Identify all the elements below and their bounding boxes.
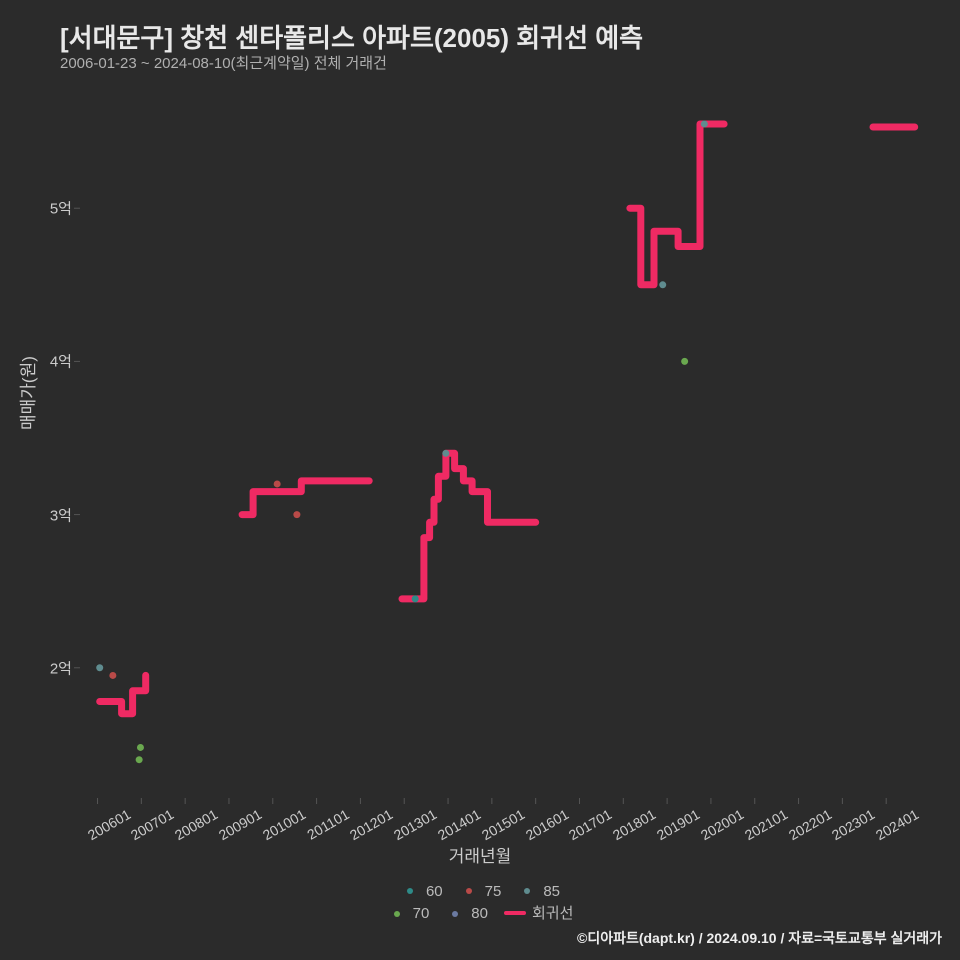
y-tick-label: 4억 bbox=[12, 351, 72, 372]
data-point bbox=[109, 672, 116, 679]
x-axis-label: 거래년월 bbox=[0, 842, 960, 867]
data-point bbox=[137, 744, 144, 751]
x-tick-label: 201301 bbox=[391, 806, 439, 843]
x-tick-label: 202101 bbox=[742, 806, 790, 843]
point-swatch-icon bbox=[400, 890, 420, 892]
line-swatch-icon bbox=[504, 911, 526, 915]
legend-item-60: 60 bbox=[400, 883, 443, 900]
x-tick-label: 201401 bbox=[435, 806, 483, 843]
x-tick-label: 202401 bbox=[873, 806, 921, 843]
legend-label: 회귀선 bbox=[532, 902, 573, 923]
data-point bbox=[412, 595, 419, 602]
point-swatch-icon bbox=[445, 913, 465, 915]
chart-subtitle: 2006-01-23 ~ 2024-08-10(최근계약일) 전체 거래건 bbox=[60, 52, 387, 73]
x-tick-label: 201601 bbox=[523, 806, 571, 843]
x-tick-label: 201001 bbox=[260, 806, 308, 843]
regression-segment bbox=[242, 481, 369, 515]
legend-label: 85 bbox=[543, 883, 560, 900]
legend-label: 70 bbox=[413, 905, 430, 922]
point-swatch-icon bbox=[459, 890, 479, 892]
x-tick-label: 201801 bbox=[610, 806, 658, 843]
data-point bbox=[293, 511, 300, 518]
x-tick-label: 202201 bbox=[785, 806, 833, 843]
data-point bbox=[136, 756, 143, 763]
legend-item-reg: 회귀선 bbox=[504, 902, 573, 923]
x-tick-label: 202301 bbox=[829, 806, 877, 843]
legend-item-70: 70 bbox=[387, 905, 430, 922]
x-tick-label: 200701 bbox=[128, 806, 176, 843]
legend-row-1: 60 75 85 bbox=[392, 879, 568, 900]
legend: 60 75 85 70 80 회귀선 bbox=[0, 878, 960, 924]
chart-caption: ©디아파트(dapt.kr) / 2024.09.10 / 자료=국토교통부 실… bbox=[577, 928, 942, 948]
y-tick-label: 2억 bbox=[12, 657, 72, 678]
legend-item-85: 85 bbox=[517, 883, 560, 900]
plot-svg bbox=[80, 78, 930, 798]
x-tick-label: 201701 bbox=[566, 806, 614, 843]
regression-segment bbox=[402, 453, 536, 599]
data-point bbox=[274, 480, 281, 487]
y-tick-label: 3억 bbox=[12, 504, 72, 525]
x-tick-label: 202001 bbox=[698, 806, 746, 843]
point-swatch-icon bbox=[517, 890, 537, 892]
x-tick-label: 200901 bbox=[216, 806, 264, 843]
x-tick-label: 201201 bbox=[347, 806, 395, 843]
data-point bbox=[659, 281, 666, 288]
legend-label: 80 bbox=[471, 905, 488, 922]
x-tick-label: 200601 bbox=[84, 806, 132, 843]
regression-segment bbox=[100, 675, 146, 713]
x-tick-label: 201501 bbox=[479, 806, 527, 843]
point-swatch-icon bbox=[387, 913, 407, 915]
data-point bbox=[96, 664, 103, 671]
regression-segment bbox=[630, 124, 724, 285]
legend-label: 60 bbox=[426, 883, 443, 900]
legend-item-80: 80 bbox=[445, 905, 488, 922]
x-tick-label: 200801 bbox=[172, 806, 220, 843]
data-point bbox=[442, 450, 449, 457]
legend-label: 75 bbox=[485, 883, 502, 900]
chart-title: [서대문구] 창천 센타폴리스 아파트(2005) 회귀선 예측 bbox=[60, 18, 643, 55]
data-point bbox=[701, 120, 708, 127]
legend-row-2: 70 80 회귀선 bbox=[379, 902, 582, 924]
x-tick-label: 201901 bbox=[654, 806, 702, 843]
price-regression-chart: [서대문구] 창천 센타폴리스 아파트(2005) 회귀선 예측 2006-01… bbox=[0, 0, 960, 960]
data-point bbox=[681, 358, 688, 365]
legend-item-75: 75 bbox=[459, 883, 502, 900]
plot-area bbox=[80, 78, 930, 798]
y-tick-label: 5억 bbox=[12, 198, 72, 219]
x-tick-label: 201101 bbox=[304, 806, 352, 843]
